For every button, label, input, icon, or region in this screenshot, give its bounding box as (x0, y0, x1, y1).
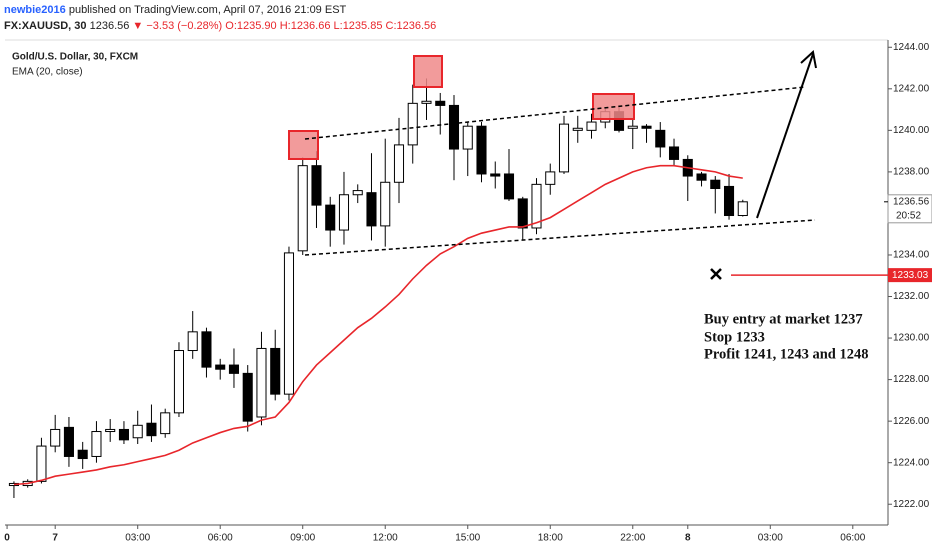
candle-body (558, 123, 570, 173)
y-tick-label: 1240.00 (893, 125, 930, 136)
candle-body (490, 173, 501, 177)
candle-body (338, 194, 350, 231)
annotation: Profit 1241, 1243 and 1248 (704, 346, 868, 362)
candle-body (435, 100, 446, 106)
stop-label: 1233.03 (892, 270, 929, 281)
candle-body (63, 426, 74, 457)
x-tick-label: 09:00 (290, 533, 315, 544)
y-tick-label: 1228.00 (893, 374, 930, 385)
candle-body (503, 173, 515, 200)
candle-body (448, 104, 460, 150)
candle-body (242, 372, 253, 422)
candle-body (668, 146, 680, 160)
symbol-line: FX:XAUUSD, 30 1236.56 ▼ −3.53 (−0.28%) O… (4, 20, 436, 32)
countdown-label: 20:52 (896, 210, 921, 221)
candle-body (545, 171, 556, 185)
published: published on TradingView.com, April 07, … (69, 4, 347, 16)
x-tick-label: 8 (685, 533, 691, 544)
highlight-box (288, 130, 319, 160)
candle-body (132, 424, 143, 439)
candle-body (187, 331, 198, 352)
last-price-label: 1236.56 (893, 196, 930, 207)
candle-body (366, 192, 377, 227)
candle-body (77, 449, 88, 460)
x-tick-label: 06:00 (208, 533, 233, 544)
candle-body (311, 165, 322, 206)
stop-label-box (888, 268, 932, 283)
candle-body (118, 428, 129, 441)
candle-body (572, 127, 583, 131)
candle-body (270, 347, 281, 395)
y-tick-label: 1224.00 (893, 457, 930, 468)
candle-body (462, 125, 473, 150)
header-line: newbie2016 published on TradingView.com,… (4, 4, 347, 16)
price: 1236.56 (90, 20, 130, 32)
candle-body (105, 428, 116, 433)
candle-body (407, 102, 418, 146)
x-tick-label: 06:00 (840, 533, 865, 544)
candle-body (421, 100, 432, 104)
annotation: Buy entry at market 1237 (704, 311, 863, 327)
arrow-shaft (756, 53, 814, 219)
x-tick-label: 22:00 (620, 533, 645, 544)
candle-body (696, 173, 707, 181)
x-tick-label: 03:00 (125, 533, 150, 544)
candle-body (517, 198, 528, 229)
candle-body (160, 412, 171, 435)
candle-body (627, 125, 638, 129)
x-tick-label: 15:00 (455, 533, 480, 544)
trend-line (304, 219, 816, 256)
candle-body (283, 252, 295, 395)
ohlc: O:1235.90 H:1236.66 L:1235.85 C:1236.56 (225, 20, 436, 32)
y-tick-label: 1244.00 (893, 42, 930, 53)
y-tick-label: 1232.00 (893, 291, 930, 302)
chart-title: Gold/U.S. Dollar, 30, FXCM (12, 52, 138, 63)
y-tick-label: 1222.00 (893, 499, 930, 510)
candle-body (352, 190, 363, 196)
candle-body (215, 364, 226, 370)
candle-body (50, 428, 61, 447)
x-tick-label: 0 (4, 533, 10, 544)
x-tick-label: 12:00 (373, 533, 398, 544)
candle-body (641, 125, 652, 129)
candle-body (91, 431, 102, 457)
candle-body (531, 183, 542, 229)
candle-body (256, 347, 267, 418)
candle-body (228, 364, 240, 374)
candle-body (36, 445, 47, 482)
x-tick-label: 18:00 (538, 533, 563, 544)
last-price-box (887, 194, 932, 224)
x-tick-label: 03:00 (758, 533, 783, 544)
y-tick-label: 1238.00 (893, 167, 930, 178)
drawings (288, 50, 817, 280)
candle-body (393, 144, 405, 183)
candle-body (201, 331, 212, 368)
ema-line (13, 164, 743, 486)
candle-body (380, 181, 391, 227)
legend-ema: EMA (20, close) (12, 67, 83, 78)
x-mark (710, 268, 722, 280)
highlight-box (413, 55, 443, 88)
candle-body (146, 422, 157, 437)
symbol: FX:XAUUSD, 30 (4, 20, 87, 32)
annotation: Stop 1233 (704, 329, 765, 345)
x-tick-label: 7 (52, 533, 58, 544)
candle-body (173, 350, 184, 414)
candle-body (297, 165, 308, 252)
candle-body (586, 121, 597, 131)
candle-body (737, 201, 748, 217)
candle-body (325, 204, 336, 231)
change: ▼ −3.53 (−0.28%) (132, 20, 222, 32)
candle-body (476, 125, 487, 175)
candle-body (710, 179, 721, 190)
y-tick-label: 1242.00 (893, 83, 930, 94)
y-tick-label: 1230.00 (893, 333, 930, 344)
author: newbie2016 (4, 4, 66, 16)
y-tick-label: 1226.00 (893, 416, 930, 427)
candle-body (723, 185, 735, 217)
arrow-head (800, 50, 817, 69)
candle-body (655, 129, 666, 148)
y-tick-label: 1234.00 (893, 250, 930, 261)
